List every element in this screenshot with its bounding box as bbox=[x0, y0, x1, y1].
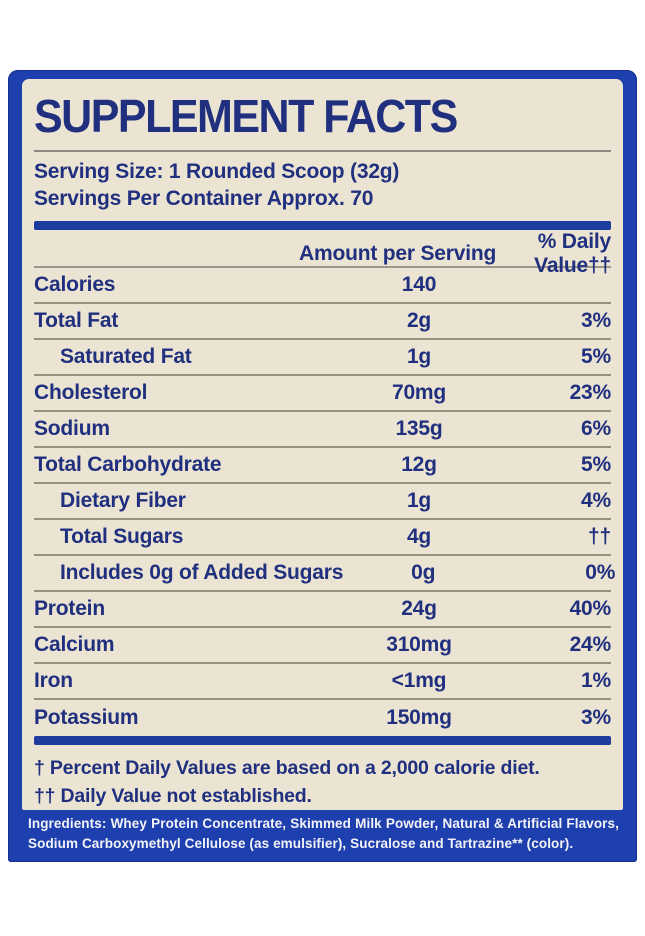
nutrient-row: Total Fat 2g 3% bbox=[34, 304, 611, 340]
nutrient-row: Dietary Fiber 1g 4% bbox=[34, 484, 611, 520]
ingredients-text: Ingredients: Whey Protein Concentrate, S… bbox=[28, 816, 619, 851]
supplement-facts-panel: SUPPLEMENT FACTS Serving Size: 1 Rounded… bbox=[22, 79, 623, 810]
section-divider-top bbox=[34, 221, 611, 230]
nutrient-daily-value: 4% bbox=[581, 489, 611, 512]
nutrient-amount: 2g bbox=[406, 309, 432, 332]
nutrient-label: Sodium bbox=[34, 417, 110, 440]
nutrient-label: Protein bbox=[34, 597, 105, 620]
supplement-label: SUPPLEMENT FACTS Serving Size: 1 Rounded… bbox=[8, 70, 637, 862]
nutrient-row: Calcium 310mg 24% bbox=[34, 628, 611, 664]
nutrient-amount: 1g bbox=[406, 489, 432, 512]
nutrient-amount: <1mg bbox=[391, 669, 447, 692]
nutrient-daily-value: 23% bbox=[569, 381, 612, 404]
nutrient-amount: 140 bbox=[401, 273, 437, 296]
footnote-not-established: †† Daily Value not established. bbox=[34, 785, 312, 807]
footnotes: † Percent Daily Values are based on a 2,… bbox=[34, 754, 611, 810]
nutrient-amount: 4g bbox=[406, 525, 432, 548]
nutrient-row: Potassium 150mg 3% bbox=[34, 700, 611, 736]
nutrient-label: Cholesterol bbox=[34, 381, 148, 404]
nutrient-amount: 1g bbox=[406, 345, 432, 368]
nutrient-label: Dietary Fiber bbox=[60, 489, 186, 512]
nutrient-rows: Calories 140 Total Fat 2g 3% Saturated F… bbox=[34, 268, 615, 736]
nutrient-daily-value: †† bbox=[588, 525, 611, 548]
nutrient-amount: 0g bbox=[411, 561, 436, 584]
title-divider bbox=[34, 150, 611, 152]
nutrient-daily-value: 1% bbox=[581, 669, 611, 692]
nutrient-amount: 70mg bbox=[391, 381, 447, 404]
nutrient-daily-value: 5% bbox=[581, 345, 611, 368]
nutrient-amount: 24g bbox=[401, 597, 437, 620]
nutrient-row: Protein 24g 40% bbox=[34, 592, 611, 628]
nutrient-label: Includes 0g of Added Sugars bbox=[60, 561, 344, 584]
nutrient-row: Saturated Fat 1g 5% bbox=[34, 340, 611, 376]
table-header-row: Amount per Serving % Daily Value†† bbox=[34, 230, 611, 277]
nutrient-label: Total Fat bbox=[34, 309, 119, 332]
nutrient-amount: 12g bbox=[401, 453, 437, 476]
nutrient-label: Calcium bbox=[34, 633, 115, 656]
nutrient-amount: 135g bbox=[395, 417, 443, 440]
nutrient-label: Total Sugars bbox=[60, 525, 184, 548]
nutrient-row: Includes 0g of Added Sugars 0g 0% bbox=[34, 556, 615, 592]
servings-per-container-text: Servings Per Container Approx. 70 bbox=[34, 187, 374, 210]
nutrient-label: Iron bbox=[34, 669, 73, 692]
amount-per-serving-header: Amount per Serving bbox=[299, 242, 497, 265]
nutrient-daily-value: 40% bbox=[569, 597, 612, 620]
nutrient-daily-value: 0% bbox=[585, 561, 616, 584]
nutrient-amount: 150mg bbox=[386, 706, 452, 729]
nutrient-row: Sodium 135g 6% bbox=[34, 412, 611, 448]
nutrient-label: Calories bbox=[34, 273, 116, 296]
nutrient-label: Saturated Fat bbox=[60, 345, 192, 368]
nutrient-row: Calories 140 bbox=[34, 268, 611, 304]
serving-size-text: Serving Size: 1 Rounded Scoop (32g) bbox=[34, 160, 400, 183]
nutrient-label: Total Carbohydrate bbox=[34, 453, 222, 476]
footnote-daily-values: † Percent Daily Values are based on a 2,… bbox=[34, 757, 540, 779]
section-divider-bottom bbox=[34, 736, 611, 745]
nutrient-row: Total Sugars 4g †† bbox=[34, 520, 611, 556]
daily-value-header: % Daily Value†† bbox=[534, 230, 611, 277]
nutrient-label: Potassium bbox=[34, 706, 139, 729]
nutrient-row: Total Carbohydrate 12g 5% bbox=[34, 448, 611, 484]
nutrient-row: Iron <1mg 1% bbox=[34, 664, 611, 700]
nutrient-daily-value: 24% bbox=[569, 633, 612, 656]
nutrient-daily-value: 6% bbox=[581, 417, 611, 440]
nutrient-daily-value: 5% bbox=[581, 453, 611, 476]
nutrient-daily-value: 3% bbox=[581, 706, 611, 729]
nutrient-row: Cholesterol 70mg 23% bbox=[34, 376, 611, 412]
panel-title: SUPPLEMENT FACTS bbox=[34, 91, 458, 143]
nutrient-amount: 310mg bbox=[386, 633, 452, 656]
nutrient-daily-value: 3% bbox=[581, 309, 611, 332]
